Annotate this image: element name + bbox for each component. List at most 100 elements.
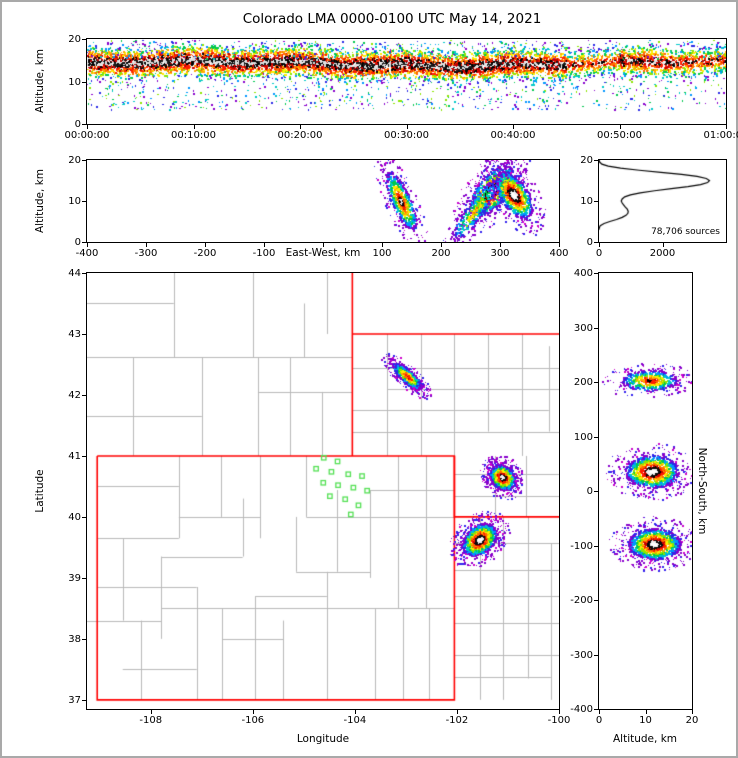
tick-mark xyxy=(594,328,598,329)
tick-mark xyxy=(82,639,86,640)
y-tick-label: 0 xyxy=(74,237,81,248)
tick-mark xyxy=(82,39,86,40)
tick-mark xyxy=(599,710,600,714)
tick-mark xyxy=(87,243,88,247)
x-tick-label: 100 xyxy=(372,248,392,259)
tick-mark xyxy=(594,655,598,656)
tick-mark xyxy=(620,125,621,129)
tick-mark xyxy=(726,125,727,129)
tick-mark xyxy=(264,243,265,247)
x-tick-label: -100 xyxy=(547,715,571,726)
tick-mark xyxy=(300,125,301,129)
y-tick-label: 20 xyxy=(580,155,593,166)
tick-mark xyxy=(87,125,88,129)
x-tick-label: 2000 xyxy=(649,248,676,259)
ns-panel-y-axis-label: North-South, km xyxy=(696,447,708,535)
plan-view-map xyxy=(86,272,560,710)
y-tick-label: -400 xyxy=(570,704,593,715)
y-tick-label: 0 xyxy=(586,486,593,497)
tick-mark xyxy=(594,600,598,601)
y-tick-label: 200 xyxy=(573,377,593,388)
source-count-annotation: 78,706 sources xyxy=(651,227,720,237)
tick-mark xyxy=(559,243,560,247)
tick-mark xyxy=(407,125,408,129)
tick-mark xyxy=(599,243,600,247)
figure-title: Colorado LMA 0000-0100 UTC May 14, 2021 xyxy=(242,11,542,27)
tick-mark xyxy=(82,395,86,396)
map-x-axis-label: Longitude xyxy=(296,733,350,745)
tick-mark xyxy=(82,456,86,457)
tick-mark xyxy=(500,243,501,247)
tick-mark xyxy=(82,124,86,125)
tick-mark xyxy=(663,243,664,247)
tick-mark xyxy=(559,710,560,714)
tick-mark xyxy=(594,491,598,492)
y-tick-label: 40 xyxy=(68,511,81,523)
x-tick-label: 0 xyxy=(595,715,603,726)
map-y-axis-label: Latitude xyxy=(34,469,46,513)
x-tick-label: -104 xyxy=(343,715,367,726)
tick-mark xyxy=(82,242,86,243)
x-tick-label: 00:50:00 xyxy=(597,130,642,141)
tick-mark xyxy=(646,710,647,714)
x-tick-label: 20 xyxy=(685,715,699,726)
tick-mark xyxy=(594,709,598,710)
tick-mark xyxy=(82,334,86,335)
x-tick-label: -106 xyxy=(241,715,265,726)
y-tick-label: 41 xyxy=(68,450,81,462)
tick-mark xyxy=(253,710,254,714)
y-tick-label: -100 xyxy=(570,540,593,552)
tick-mark xyxy=(82,578,86,579)
y-tick-label: 10 xyxy=(68,76,81,88)
tick-mark xyxy=(594,546,598,547)
tick-mark xyxy=(594,273,598,274)
tick-mark xyxy=(692,710,693,714)
tick-mark xyxy=(194,125,195,129)
tick-mark xyxy=(151,710,152,714)
x-tick-label: 400 xyxy=(549,248,569,259)
tick-mark xyxy=(82,201,86,202)
tick-mark xyxy=(82,700,86,701)
x-tick-label: 00:10:00 xyxy=(171,130,216,141)
east-west-altitude-plot xyxy=(86,159,560,243)
x-tick-label: -400 xyxy=(75,248,99,259)
y-tick-label: 44 xyxy=(68,268,81,279)
y-tick-label: 0 xyxy=(586,237,593,248)
tick-mark xyxy=(594,437,598,438)
y-tick-label: 20 xyxy=(68,155,81,166)
y-tick-label: 10 xyxy=(580,196,593,207)
tick-mark xyxy=(205,243,206,247)
x-tick-label: -102 xyxy=(445,715,469,726)
tick-mark xyxy=(82,160,86,161)
x-tick-label: -100 xyxy=(252,248,276,259)
tick-mark xyxy=(594,242,598,243)
x-tick-label: -300 xyxy=(134,248,158,259)
tick-mark xyxy=(513,125,514,129)
tick-mark xyxy=(382,243,383,247)
x-tick-label: 10 xyxy=(639,715,652,726)
x-tick-label: 01:00:00 xyxy=(703,130,738,141)
x-tick-label: 00:00:00 xyxy=(64,130,110,141)
y-tick-label: 400 xyxy=(573,268,593,279)
tick-mark xyxy=(355,710,356,714)
tick-mark xyxy=(594,382,598,383)
time-height-plot xyxy=(86,38,727,125)
x-tick-label: 00:40:00 xyxy=(490,130,536,141)
tick-mark xyxy=(441,243,442,247)
y-tick-label: 100 xyxy=(573,431,593,443)
y-tick-label: 10 xyxy=(68,196,81,207)
y-tick-label: -200 xyxy=(570,595,593,606)
tick-mark xyxy=(323,243,324,247)
y-tick-label: 37 xyxy=(68,694,81,706)
tick-mark xyxy=(82,517,86,518)
y-tick-label: 43 xyxy=(68,328,81,340)
tick-mark xyxy=(82,82,86,83)
north-south-altitude-plot xyxy=(598,272,693,710)
y-tick-label: -300 xyxy=(570,649,593,661)
tick-mark xyxy=(146,243,147,247)
ew-panel-x-axis-label: East-West, km xyxy=(285,247,361,259)
x-tick-label: 00:30:00 xyxy=(384,130,429,141)
tick-mark xyxy=(594,201,598,202)
altitude-histogram-plot xyxy=(598,159,727,243)
tick-mark xyxy=(594,160,598,161)
